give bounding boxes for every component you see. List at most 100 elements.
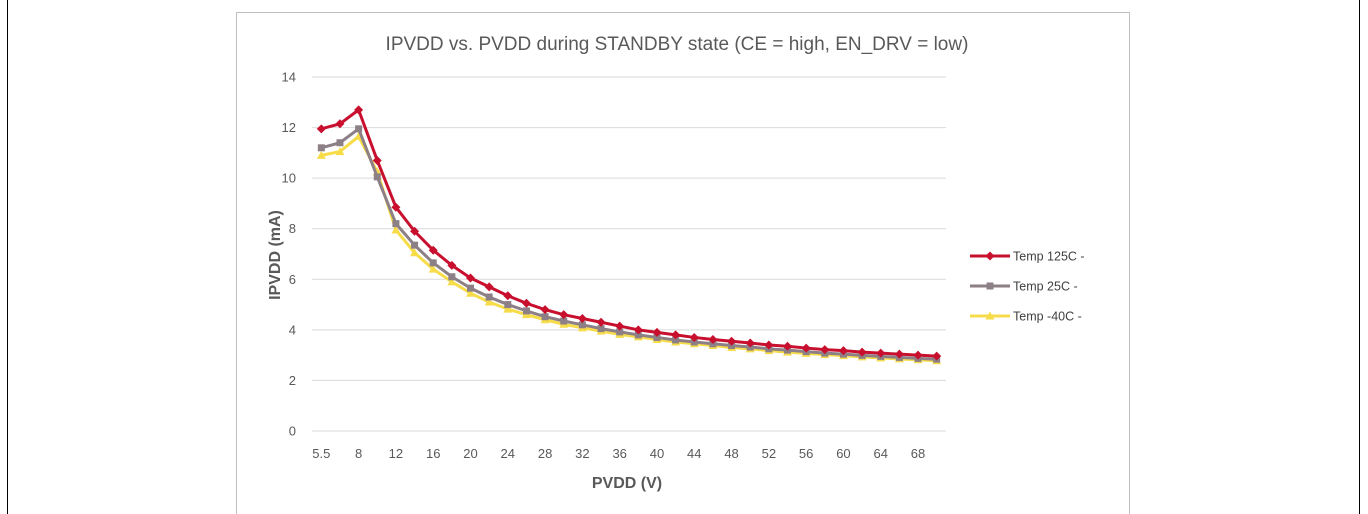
data-point xyxy=(410,248,420,257)
data-point xyxy=(689,332,699,342)
gridlines xyxy=(312,76,946,432)
data-point xyxy=(484,297,494,306)
data-point xyxy=(503,304,513,313)
data-point xyxy=(764,340,774,350)
chart-frame xyxy=(236,12,1130,514)
y-tick-label: 6 xyxy=(289,272,296,287)
data-point xyxy=(391,202,401,212)
data-point xyxy=(335,119,345,129)
data-point xyxy=(355,125,363,133)
data-point xyxy=(876,348,886,358)
data-point xyxy=(541,313,549,321)
x-tick-label: 36 xyxy=(612,446,626,461)
data-point xyxy=(485,293,493,301)
legend-label: Temp 25C - xyxy=(1013,280,1078,294)
data-point xyxy=(596,317,606,327)
data-point xyxy=(597,325,605,333)
data-point xyxy=(503,291,513,301)
legend-label: Temp -40C - xyxy=(1013,310,1082,324)
data-point xyxy=(745,338,755,348)
y-tick-label: 12 xyxy=(282,120,296,135)
series-line xyxy=(321,134,937,363)
series-0 xyxy=(316,105,942,361)
data-point xyxy=(317,144,325,152)
data-point xyxy=(653,333,661,341)
series-layer xyxy=(316,105,942,365)
y-tick-label: 8 xyxy=(289,221,296,236)
data-point xyxy=(391,225,401,234)
data-point xyxy=(466,288,475,297)
data-point xyxy=(690,338,698,346)
data-point xyxy=(672,336,680,344)
y-axis-title: IPVDD (mA) xyxy=(267,210,284,300)
data-point xyxy=(894,349,904,359)
data-point xyxy=(428,264,438,273)
x-tick-labels: 5.5 8 12 16 20 24 28 32 36 40 44 48 52 56 60 64 68 xyxy=(312,446,925,461)
x-tick-label: 64 xyxy=(874,446,888,461)
data-point xyxy=(372,155,382,165)
data-point xyxy=(428,245,438,255)
data-point xyxy=(392,220,400,228)
data-point xyxy=(727,336,737,346)
data-point xyxy=(410,226,420,236)
x-tick-label: 5.5 xyxy=(312,446,330,461)
data-point xyxy=(615,321,625,331)
data-point xyxy=(633,325,643,335)
data-point xyxy=(447,277,457,286)
legend-item-2: Temp -40C - xyxy=(970,310,1082,324)
data-point xyxy=(578,321,586,329)
x-tick-label: 28 xyxy=(538,446,552,461)
x-tick-label: 24 xyxy=(501,446,515,461)
chart-title: IPVDD vs. PVDD during STANDBY state (CE … xyxy=(386,34,969,55)
data-point xyxy=(429,259,437,267)
data-point xyxy=(448,273,456,281)
data-point xyxy=(466,273,475,283)
legend-item-1: Temp 25C - xyxy=(970,280,1078,294)
data-point xyxy=(504,301,512,309)
data-point xyxy=(522,307,530,315)
data-point xyxy=(634,331,642,339)
y-tick-label: 2 xyxy=(289,373,296,388)
data-point xyxy=(521,298,531,308)
data-point xyxy=(577,313,587,323)
data-point xyxy=(467,284,474,292)
data-point xyxy=(559,310,569,320)
data-point xyxy=(783,341,792,351)
legend-item-0: Temp 125C - xyxy=(970,250,1085,264)
y-tick-label: 14 xyxy=(282,70,296,85)
data-point xyxy=(820,345,830,355)
legend: Temp 125C - Temp 25C - Temp -40C - xyxy=(970,250,1085,324)
y-tick-label: 10 xyxy=(282,171,296,186)
data-point xyxy=(411,241,419,249)
x-tick-label: 8 xyxy=(355,446,362,461)
data-point xyxy=(373,173,381,181)
series-line xyxy=(320,127,937,361)
x-tick-label: 56 xyxy=(799,446,813,461)
data-point xyxy=(316,124,326,134)
data-point xyxy=(616,328,624,336)
data-point xyxy=(801,343,811,353)
y-tick-label: 4 xyxy=(289,322,296,337)
x-tick-label: 20 xyxy=(463,446,477,461)
page-border xyxy=(7,0,1360,514)
x-tick-label: 52 xyxy=(762,446,776,461)
x-tick-label: 48 xyxy=(724,446,738,461)
data-point xyxy=(335,147,345,156)
data-point xyxy=(913,350,923,360)
legend-swatch-marker xyxy=(985,251,995,261)
data-point xyxy=(484,282,494,292)
data-point xyxy=(336,139,344,147)
x-tick-label: 12 xyxy=(389,446,403,461)
y-tick-labels: 0 2 4 6 8 10 12 14 xyxy=(282,70,296,439)
legend-swatch-marker xyxy=(985,311,995,320)
data-point xyxy=(560,317,568,325)
series-line xyxy=(320,108,937,358)
x-tick-label: 44 xyxy=(687,446,701,461)
data-point xyxy=(708,334,718,344)
data-point xyxy=(932,351,942,361)
legend-swatch-marker xyxy=(986,282,994,290)
data-point xyxy=(857,347,867,357)
data-point xyxy=(540,305,550,315)
data-point xyxy=(354,105,364,115)
